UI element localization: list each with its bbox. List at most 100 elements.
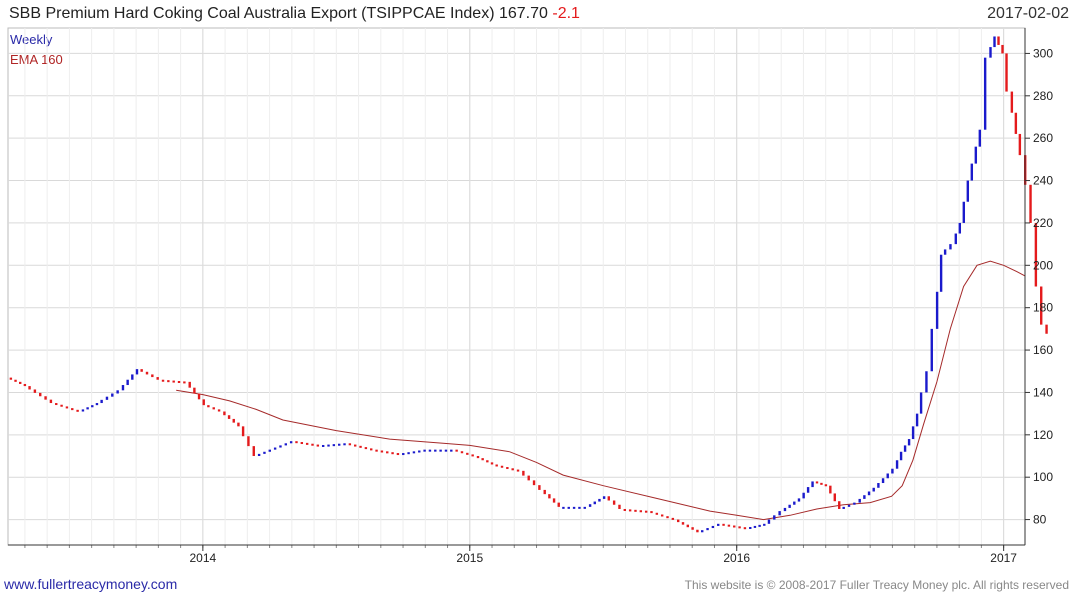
weekly-bar [997, 36, 1000, 45]
weekly-bar [717, 523, 720, 526]
weekly-bar [359, 445, 362, 448]
weekly-bar [60, 404, 63, 407]
y-tick-label: 200 [1033, 258, 1053, 272]
weekly-bar [793, 501, 796, 505]
weekly-bar [583, 506, 586, 509]
y-tick-label: 280 [1033, 89, 1053, 103]
weekly-bar [974, 146, 978, 164]
website-link[interactable]: www.fullertreacymoney.com [4, 576, 178, 592]
weekly-bar [223, 411, 226, 416]
y-tick-label: 100 [1033, 470, 1053, 484]
weekly-bar [183, 381, 186, 384]
weekly-bar [676, 519, 680, 523]
weekly-bar [455, 449, 458, 452]
weekly-bar [815, 481, 819, 484]
chart-date: 2017-02-02 [987, 5, 1069, 22]
weekly-bar [722, 523, 725, 526]
weekly-bar [758, 524, 761, 527]
weekly-bar [773, 515, 776, 520]
weekly-bar [1014, 112, 1018, 134]
weekly-bar [1034, 222, 1038, 287]
weekly-bar [311, 443, 314, 446]
weekly-bar [177, 381, 181, 384]
weekly-bar [1040, 286, 1043, 325]
weekly-bar [806, 487, 810, 493]
weekly-bar [543, 489, 546, 495]
weekly-bar [434, 449, 437, 452]
weekly-bar [135, 369, 139, 375]
weekly-bar [273, 447, 277, 450]
y-tick-label: 120 [1033, 428, 1053, 442]
weekly-bar [872, 487, 875, 492]
weekly-bar [593, 501, 596, 505]
weekly-bar [232, 418, 235, 423]
weekly-bar [588, 504, 592, 507]
weekly-bar [983, 57, 987, 130]
weekly-bar [305, 442, 309, 445]
weekly-bar [743, 527, 747, 530]
ema-160-line [176, 260, 1026, 521]
weekly-bar [476, 456, 480, 459]
weekly-bar [402, 453, 405, 456]
weekly-bar [749, 526, 752, 529]
weekly-bar [14, 379, 17, 382]
y-tick-label: 180 [1033, 301, 1053, 315]
weekly-bar [522, 470, 525, 476]
weekly-bar [450, 449, 453, 452]
weekly-bar [899, 451, 903, 461]
x-tick-label: 2015 [456, 551, 483, 565]
weekly-bar [193, 387, 196, 394]
weekly-bar [19, 381, 22, 384]
chart-grid [7, 27, 1026, 546]
weekly-bar [212, 407, 215, 410]
chart-axes: 80 100 120 140 160 180 200 220 240 260 280 300 2014 2… [8, 28, 1053, 565]
weekly-bar [343, 443, 346, 446]
weekly-bar [696, 529, 699, 533]
plot-frame [7, 27, 1026, 546]
weekly-bar [557, 502, 560, 507]
weekly-bar [644, 510, 648, 513]
weekly-bar [490, 462, 494, 465]
weekly-bar [44, 396, 47, 400]
weekly-bar [28, 386, 31, 390]
y-tick-label: 160 [1033, 343, 1053, 357]
weekly-bar [217, 409, 221, 412]
weekly-bar [348, 443, 352, 446]
weekly-bar [877, 483, 880, 488]
weekly-bar [1005, 53, 1008, 92]
weekly-bar [500, 465, 504, 468]
weekly-bar [9, 377, 13, 380]
weekly-bar [706, 528, 709, 531]
weekly-bar [1045, 324, 1048, 334]
weekly-bar [1001, 44, 1004, 54]
weekly-bar [797, 498, 801, 502]
weekly-bar [763, 523, 766, 526]
weekly-bar [197, 393, 201, 400]
weekly-bar [252, 446, 255, 457]
y-tick-label: 240 [1033, 174, 1053, 188]
weekly-bar [167, 380, 170, 383]
weekly-bar [891, 468, 894, 474]
weekly-bar [396, 453, 400, 456]
weekly-bar [257, 453, 261, 457]
weekly-bar [495, 464, 498, 467]
y-tick-label: 300 [1033, 46, 1053, 60]
x-tick-label: 2016 [723, 551, 750, 565]
weekly-bar [532, 480, 536, 486]
weekly-bar [1018, 133, 1022, 156]
weekly-bar [607, 496, 610, 501]
legend-ema: EMA 160 [10, 52, 63, 67]
weekly-bar [202, 399, 205, 406]
weekly-bar [612, 500, 616, 505]
weekly-bar [666, 516, 669, 519]
weekly-bar [925, 371, 928, 393]
weekly-bar [444, 449, 448, 452]
weekly-bar [81, 409, 85, 412]
weekly-bar [460, 451, 464, 454]
weekly-bar [966, 180, 970, 202]
weekly-bar [650, 511, 653, 514]
weekly-bar [471, 454, 474, 457]
weekly-bar [140, 369, 143, 372]
weekly-bar [486, 460, 489, 463]
weekly-bar [919, 392, 923, 414]
